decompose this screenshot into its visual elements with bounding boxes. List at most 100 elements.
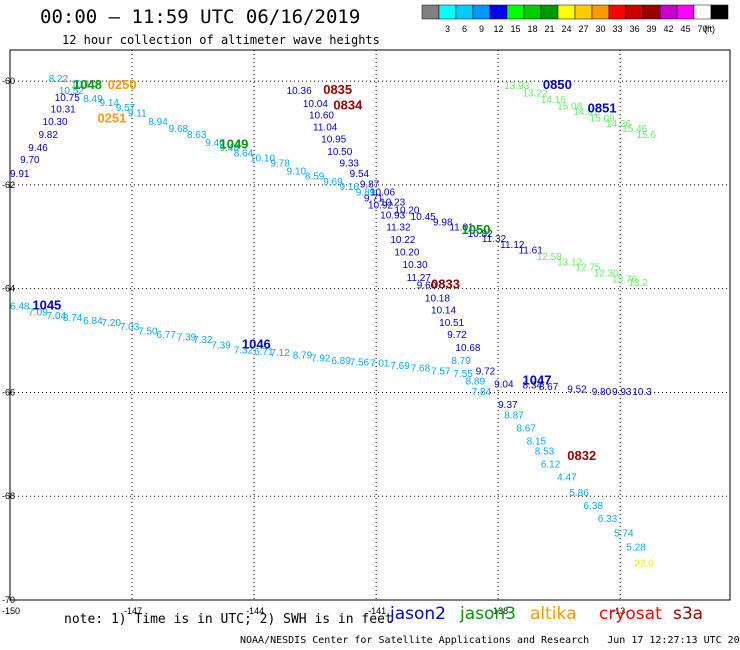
swh-value: 9.11: [128, 108, 147, 119]
lat-label: -62: [2, 180, 15, 190]
swh-value: 8.67: [539, 382, 559, 393]
lon-label: -144: [246, 606, 264, 616]
swh-value: 4.47: [557, 473, 577, 484]
swh-value: 6.71: [254, 347, 274, 358]
pass-time-label: 1048: [73, 77, 102, 92]
colorbar-tick-label: 45: [680, 24, 690, 34]
wave-height-colorbar: 3 6 9 12 15 18 21 24 27 30 33 36 39 42 45 70(ft): [421, 4, 729, 34]
swh-value: 9.54: [350, 169, 370, 180]
swh-value: 9.60: [417, 281, 437, 292]
track-0850: 13.9313.2214.1615.0814.6115.0914.2615.46…: [504, 81, 656, 141]
swh-value: 10.50: [327, 147, 352, 158]
swh-value: 8.67: [516, 423, 536, 434]
pass-time-label: 1049: [219, 137, 248, 152]
swh-value: 15.6: [636, 130, 656, 141]
pass-time-label: 0251: [97, 111, 126, 126]
colorbar-tick-label: 42: [663, 24, 673, 34]
swh-value: 10.14: [431, 306, 456, 317]
swh-value: 9.91: [10, 169, 30, 180]
swh-value: 12.75: [575, 263, 600, 274]
swh-value: 11.32: [386, 223, 411, 234]
pass-time-label: 0850: [543, 77, 572, 92]
swh-value: 9.68: [169, 124, 189, 135]
swh-value: 10.10: [250, 154, 275, 165]
swh-value: 8.79: [451, 356, 471, 367]
lon-label: -141: [368, 606, 386, 616]
swh-value: 6.84: [83, 316, 103, 327]
track-1049: 9.118.949.688.639.409.488.6410.109.789.1…: [128, 108, 376, 198]
swh-value: 9.04: [494, 379, 514, 390]
swh-value: 7.32: [234, 346, 254, 357]
swh-value: 10.30: [403, 260, 428, 271]
colorbar-tick-label: 33: [612, 24, 622, 34]
swh-value: 14.61: [573, 107, 598, 118]
pass-time-label: 0835: [323, 82, 352, 97]
colorbar-tick-label: 15: [510, 24, 520, 34]
swh-value: 7.69: [390, 361, 410, 372]
swh-value: 7.57: [431, 366, 451, 377]
swh-value: 10.36: [287, 86, 312, 97]
colorbar-tick-label: 6: [462, 24, 467, 34]
swh-value: 7.01: [370, 359, 390, 370]
track-1045: 6.487.097.048.74 6.847.207.037.506.77 7.39…: [10, 301, 473, 379]
swh-value: 9.33: [339, 159, 359, 170]
lat-label: -64: [2, 284, 15, 294]
colorbar-tick-label: 3: [445, 24, 450, 34]
swh-value: 6.33: [598, 514, 618, 525]
swh-value: 11.12: [500, 240, 525, 251]
swh-value: 5.28: [626, 543, 646, 554]
lat-label: -60: [2, 76, 15, 86]
swh-value: 7.03: [120, 322, 140, 333]
legend-cryosat: cryosat: [599, 604, 662, 624]
swh-value: 10.68: [455, 343, 480, 354]
swh-value: 7.68: [411, 364, 431, 375]
swh-value: 9.10: [287, 167, 307, 178]
swh-value: 13.22: [523, 89, 548, 100]
swh-value: 10.23: [380, 198, 405, 209]
swh-value: 14.26: [606, 119, 631, 130]
swh-value: 7.32: [193, 335, 213, 346]
colorbar-tick-label: 30: [595, 24, 605, 34]
swh-value: 8.34: [523, 380, 543, 391]
swh-value: 10.60: [309, 110, 334, 121]
swh-value: 12.30: [594, 269, 619, 280]
swh-value: 8.22: [49, 74, 69, 85]
swh-value: 8.63: [187, 130, 207, 141]
lat-label: -66: [2, 387, 15, 397]
swh-value: 7.56: [350, 357, 370, 368]
swh-value: 15.08: [557, 102, 582, 113]
footnote: note: 1) Time is in UTC; 2) SWH is in fe…: [64, 612, 393, 627]
swh-value: 10.31: [51, 104, 76, 115]
swh-value: 6.89: [331, 356, 351, 367]
swh-value: 11.27: [407, 273, 432, 284]
swh-value: 9.57: [116, 103, 136, 114]
swh-value: 9.87: [360, 180, 380, 191]
swh-value: 11.01: [449, 223, 474, 234]
track-1047: 8.348.67 9.52 9.80 9.93 10.3: [523, 380, 653, 398]
legend-jason2: jason2: [390, 604, 446, 624]
track-0835: 10.3610.0410.6011.0410.9510.509.339.549.…: [287, 86, 432, 284]
colorbar-tick-label: 18: [527, 24, 537, 34]
swh-value: 7.20: [102, 318, 122, 329]
swh-value: 11.61: [518, 245, 543, 256]
swh-value: 9.16: [339, 182, 359, 193]
swh-value: 10.95: [321, 134, 346, 145]
swh-value: 9.78: [270, 159, 290, 170]
legend-s3a: s3a: [673, 604, 704, 624]
swh-value: 7.39: [177, 333, 197, 344]
swh-value: 7.39: [211, 340, 231, 351]
legend-altika: altika: [530, 604, 577, 624]
swh-value: 10.51: [439, 318, 464, 329]
pass-time-label: 0834: [333, 98, 363, 113]
swh-value: 10.52: [59, 86, 84, 97]
colorbar-tick-label: 24: [561, 24, 571, 34]
swh-value: 7.04: [47, 311, 67, 322]
swh-value: 9.93: [612, 387, 632, 398]
swh-value: 9.40: [205, 138, 225, 149]
swh-value: 6.12: [541, 460, 561, 471]
swh-value: 7.55: [453, 369, 473, 380]
swh-value: 13.76: [612, 274, 637, 285]
